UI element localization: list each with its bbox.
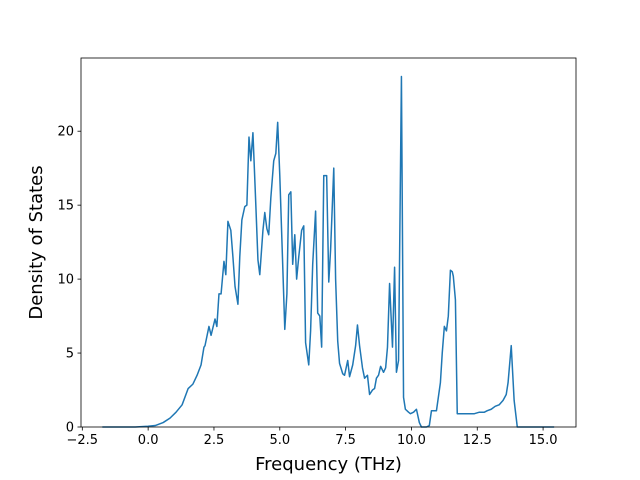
y-tick-label: 5 bbox=[66, 347, 74, 362]
axes-frame bbox=[80, 57, 577, 428]
y-tick-label: 0 bbox=[66, 421, 74, 436]
x-tick-label: 5.0 bbox=[269, 433, 290, 448]
data-line bbox=[102, 75, 555, 428]
y-axis-label: Density of States bbox=[26, 165, 47, 319]
x-tick-label: 2.5 bbox=[204, 433, 225, 448]
y-tick-label: 20 bbox=[57, 125, 74, 140]
x-tick-label: 10.0 bbox=[397, 433, 426, 448]
y-tick-label: 15 bbox=[57, 199, 74, 214]
x-tick-label: −2.5 bbox=[67, 433, 99, 448]
x-tick-label: 12.5 bbox=[463, 433, 492, 448]
y-tick-label: 10 bbox=[57, 273, 74, 288]
x-tick-label: 0.0 bbox=[138, 433, 159, 448]
x-tick-label: 15.0 bbox=[529, 433, 558, 448]
x-tick-label: 7.5 bbox=[335, 433, 356, 448]
x-axis-label: Frequency (THz) bbox=[255, 454, 402, 475]
